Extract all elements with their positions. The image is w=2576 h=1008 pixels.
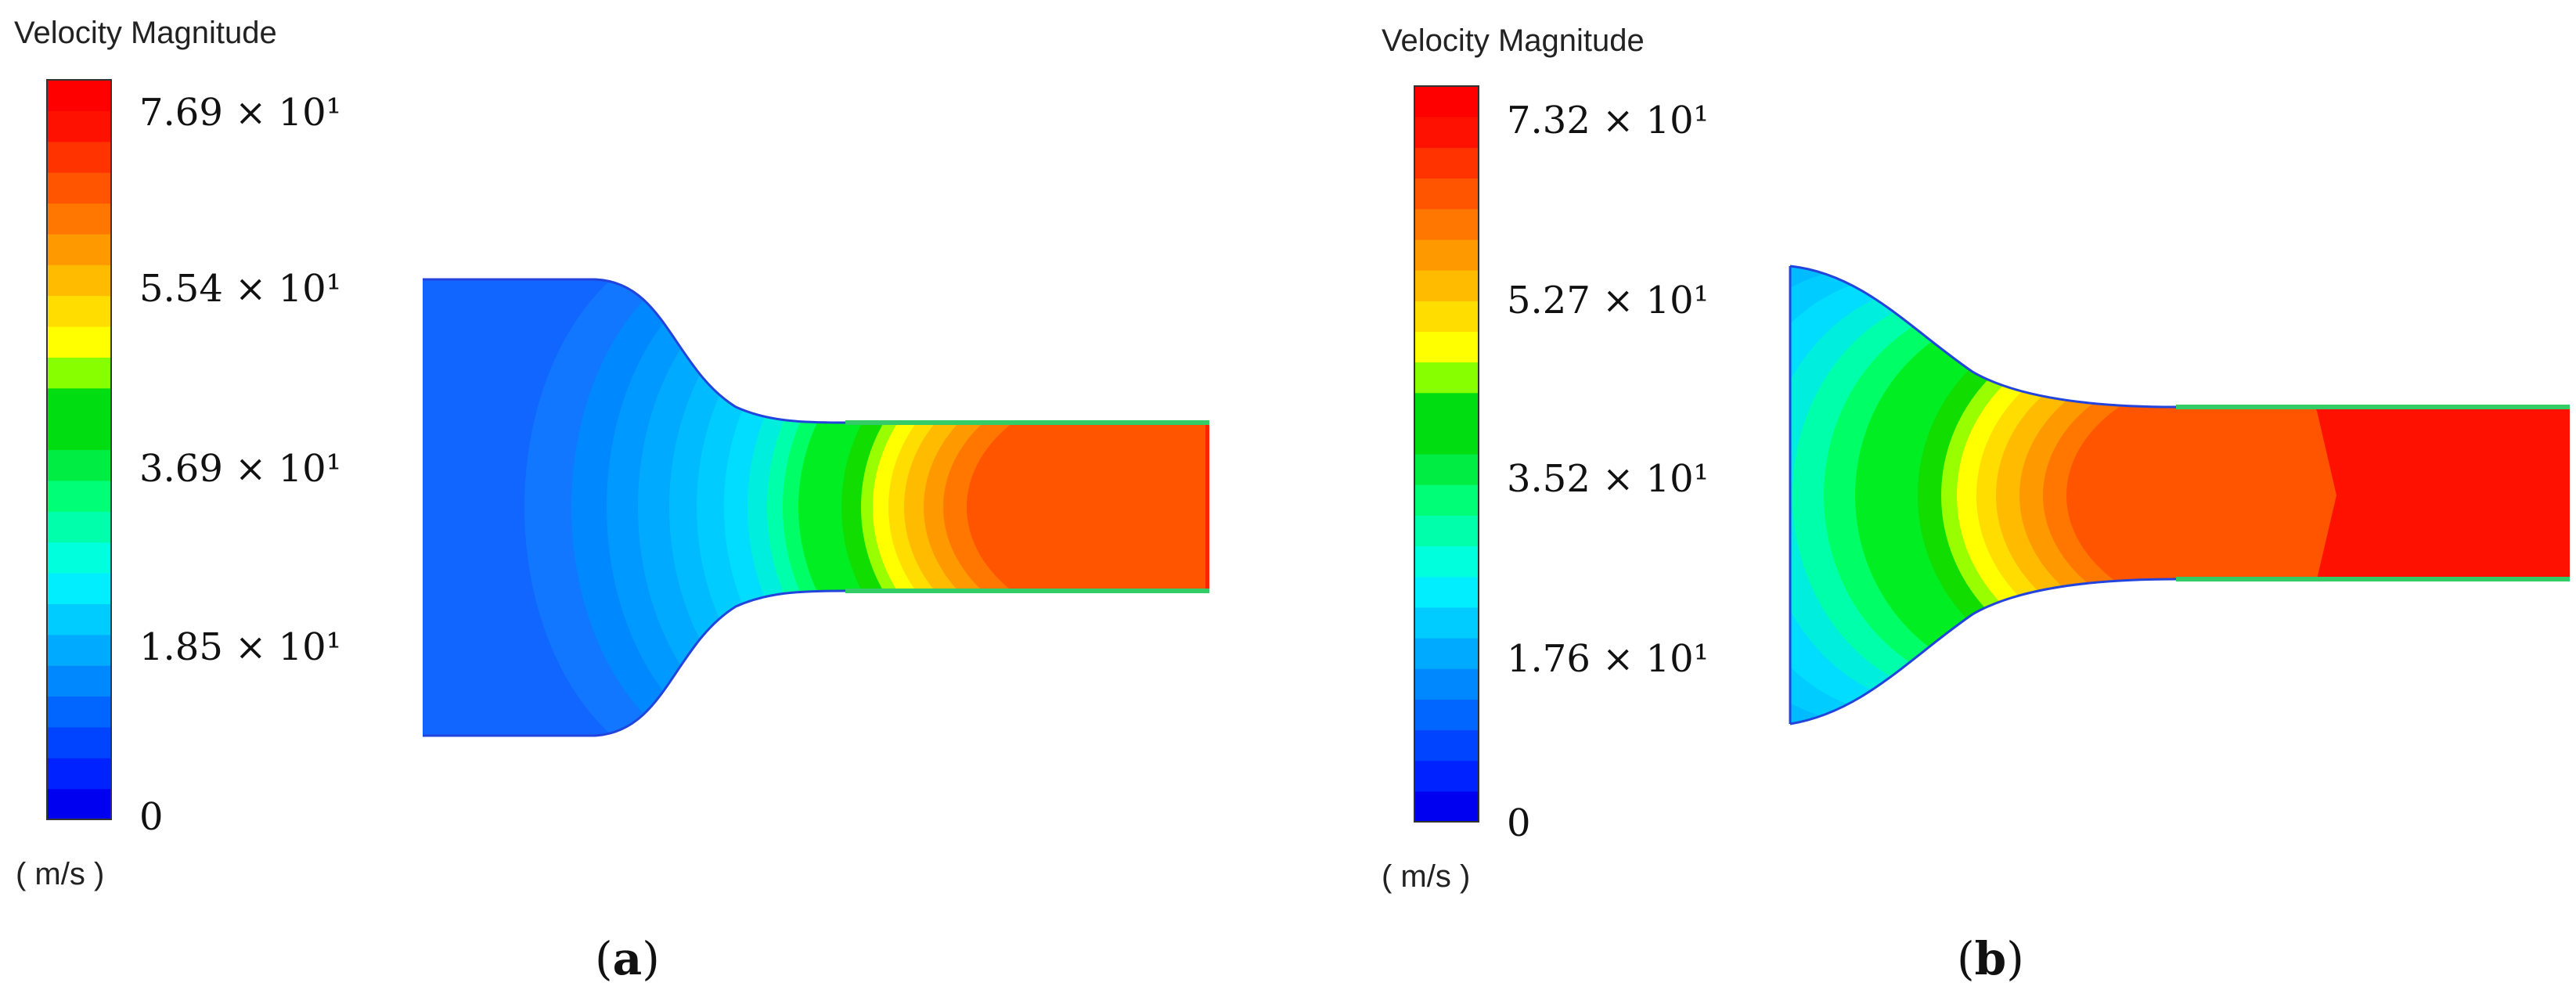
colorbar-band-a-9	[47, 511, 111, 543]
legend-title-b: Velocity Magnitude	[1382, 23, 1645, 58]
colorbar-band-a-22	[47, 110, 111, 142]
unit-label-b: ( m/s )	[1382, 859, 1470, 894]
colorbar-band-a-13	[47, 387, 111, 419]
colorbar-band-b-18	[1414, 239, 1479, 271]
colorbar-band-a-5	[47, 634, 111, 666]
colorbar-band-a-23	[47, 80, 111, 111]
colorbar-band-a-11	[47, 449, 111, 481]
colorbar-band-a-4	[47, 665, 111, 697]
colorbar-frame-a	[46, 79, 112, 820]
colorbar-band-b-1	[1414, 760, 1479, 792]
wall-bottom-b	[1789, 578, 2570, 725]
colorbar-band-a-3	[47, 696, 111, 728]
colorbar-band-b-4	[1414, 668, 1479, 700]
colorbar-band-b-13	[1414, 392, 1479, 424]
tick-label-b-2: 3.52 × 10¹	[1507, 457, 1709, 501]
colorbar-ticks-b: 7.32 × 10¹ 5.27 × 10¹ 3.52 × 10¹ 1.76 × …	[1507, 99, 1709, 845]
caption-b: (b)	[1957, 932, 2024, 985]
tick-label-b-0: 7.32 × 10¹	[1507, 99, 1709, 142]
colorbar-band-b-6	[1414, 607, 1479, 639]
colorbar-band-b-8	[1414, 545, 1479, 578]
colorbar-band-b-20	[1414, 178, 1479, 210]
colorbar-band-a-17	[47, 265, 111, 297]
colorbar-band-b-10	[1414, 484, 1479, 516]
colorbar-band-b-12	[1414, 423, 1479, 455]
colorbar-band-a-16	[47, 295, 111, 327]
panel-b: Velocity Magnitude 7.32 × 10¹ 5.27 × 10¹…	[1382, 23, 2570, 985]
colorbar-band-b-15	[1414, 331, 1479, 363]
panel-a: Velocity Magnitude 7.69 × 10¹ 5.54 × 10¹…	[14, 16, 1209, 985]
colorbar-band-b-9	[1414, 515, 1479, 547]
colorbar-band-b-23	[1414, 86, 1479, 117]
tick-label-b-3: 1.76 × 10¹	[1507, 637, 1709, 681]
tick-label-a-1: 5.54 × 10¹	[139, 267, 341, 311]
colorbar-band-a-7	[47, 573, 111, 604]
colorbar-a	[47, 80, 111, 820]
tick-label-a-0: 7.69 × 10¹	[139, 91, 341, 135]
colorbar-band-b-16	[1414, 301, 1479, 332]
tick-label-b-1: 5.27 × 10¹	[1507, 279, 1709, 322]
tick-label-a-2: 3.69 × 10¹	[139, 447, 341, 491]
colorbar-band-a-14	[47, 357, 111, 389]
caption-a: (a)	[595, 932, 660, 985]
colorbar-band-b-17	[1414, 270, 1479, 301]
colorbar-frame-b	[1414, 85, 1479, 823]
colorbar-band-b-0	[1414, 790, 1479, 823]
colorbar-band-b-3	[1414, 699, 1479, 731]
colorbar-band-a-1	[47, 758, 111, 790]
colorbar-band-a-18	[47, 233, 111, 265]
colorbar-band-a-21	[47, 141, 111, 173]
colorbar-b	[1414, 86, 1479, 823]
legend-title-a: Velocity Magnitude	[14, 16, 277, 50]
unit-label-a: ( m/s )	[16, 857, 104, 891]
colorbar-ticks-a: 7.69 × 10¹ 5.54 × 10¹ 3.69 × 10¹ 1.85 × …	[139, 91, 341, 839]
tick-label-a-3: 1.85 × 10¹	[139, 625, 341, 669]
colorbar-band-b-21	[1414, 147, 1479, 179]
colorbar-band-b-7	[1414, 576, 1479, 608]
colorbar-band-b-19	[1414, 208, 1479, 240]
velocity-contour-a	[423, 279, 1209, 736]
colorbar-band-a-19	[47, 203, 111, 235]
colorbar-band-b-14	[1414, 362, 1479, 394]
colorbar-band-a-2	[47, 726, 111, 758]
colorbar-band-a-10	[47, 480, 111, 512]
wall-bottom-a	[423, 589, 1209, 737]
colorbar-band-b-5	[1414, 638, 1479, 669]
colorbar-band-a-20	[47, 172, 111, 204]
tick-label-b-4: 0	[1507, 801, 1531, 845]
wall-top-a	[423, 278, 1209, 424]
colorbar-band-a-6	[47, 603, 111, 635]
colorbar-band-b-11	[1414, 454, 1479, 485]
colorbar-band-a-12	[47, 419, 111, 451]
colorbar-band-b-2	[1414, 729, 1479, 761]
colorbar-band-b-22	[1414, 117, 1479, 148]
colorbar-band-a-15	[47, 326, 111, 358]
colorbar-band-a-8	[47, 542, 111, 574]
colorbar-band-a-0	[47, 788, 111, 820]
wall-top-b	[1789, 265, 2570, 409]
tick-label-a-4: 0	[139, 795, 164, 839]
